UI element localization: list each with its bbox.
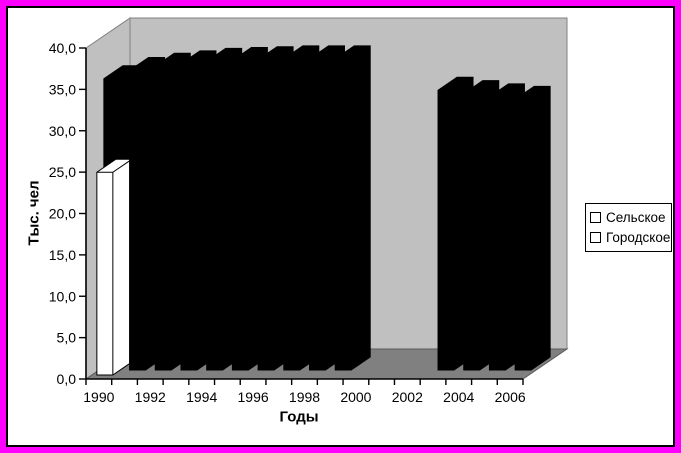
x-tick-label: 1992 <box>135 389 166 405</box>
y-tick-label: 5,0 <box>57 330 77 346</box>
y-tick-label: 0,0 <box>57 371 77 387</box>
x-tick-label: 2000 <box>340 389 371 405</box>
x-tick-label: 2002 <box>392 389 423 405</box>
legend-label: Городское <box>606 229 671 245</box>
x-tick-label: 1996 <box>238 389 269 405</box>
bar-top-edge <box>112 158 133 173</box>
y-tick-label: 40,0 <box>49 40 76 56</box>
x-tick-label: 2004 <box>443 389 474 405</box>
legend-item-selskoe[interactable]: Сельское <box>590 207 667 227</box>
x-tick-label: 1990 <box>83 389 114 405</box>
y-tick-label: 30,0 <box>49 123 76 139</box>
x-tick-label: 1994 <box>186 389 217 405</box>
y-tick-label: 35,0 <box>49 81 76 97</box>
legend-swatch-gorodskoe-icon <box>590 231 601 243</box>
y-tick-label: 20,0 <box>49 206 76 222</box>
legend-label: Сельское <box>606 209 666 225</box>
y-tick-label: 10,0 <box>49 288 76 304</box>
legend-item-gorodskoe[interactable]: Городское <box>590 227 671 247</box>
x-tick-label: 2006 <box>495 389 526 405</box>
bar-2006-back[interactable] <box>514 85 551 371</box>
y-tick-label: 25,0 <box>49 164 76 180</box>
legend-swatch-selskoe-icon <box>590 211 601 223</box>
y-axis-title: Тыс. чел <box>25 180 43 246</box>
legend-box[interactable]: Сельское Городское <box>585 203 672 252</box>
x-tick-label: 1998 <box>289 389 320 405</box>
x-axis-title: Годы <box>279 408 319 426</box>
bar-1999-back[interactable] <box>334 45 371 371</box>
bar-1990-front[interactable] <box>96 158 133 376</box>
y-tick-label: 15,0 <box>49 247 76 263</box>
